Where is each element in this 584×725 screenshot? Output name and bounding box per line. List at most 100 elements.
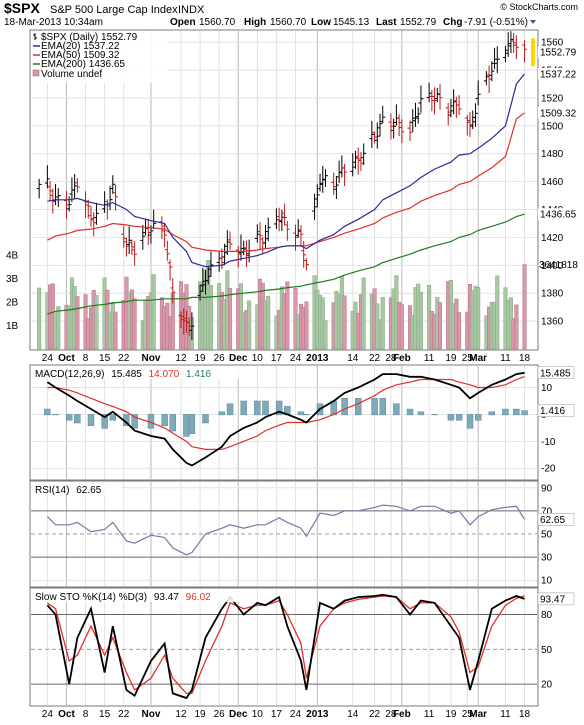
open-value: 1560.70 xyxy=(199,17,236,28)
price-bar xyxy=(451,89,457,115)
macd-tag-bg xyxy=(537,404,575,417)
date-label-bottom: 24 xyxy=(42,709,54,720)
price-bar xyxy=(159,216,165,240)
last-price-tag: 1552.79 xyxy=(540,48,577,59)
price-bar xyxy=(342,163,348,187)
macd-histogram-bar xyxy=(218,411,226,416)
volume-bar xyxy=(56,306,61,350)
price-bar xyxy=(483,71,489,86)
sto-d-line xyxy=(47,595,525,695)
date-label-top: 18 xyxy=(519,353,531,364)
volume-bar xyxy=(266,295,271,350)
chg-value: -7.91 (-0.51%) xyxy=(464,17,528,28)
volume-bar xyxy=(151,274,156,350)
price-bar xyxy=(126,226,132,255)
price-bar xyxy=(36,178,42,199)
ema50-tag: 1509.32 xyxy=(540,108,577,119)
price-bar xyxy=(186,317,192,336)
price-bar xyxy=(358,151,364,172)
date-label-top: Mar xyxy=(469,353,487,364)
date-label-bottom: Mar xyxy=(469,709,487,720)
price-bar xyxy=(448,98,454,118)
macd-hist: 1.416 xyxy=(186,369,211,380)
price-bar xyxy=(331,172,337,195)
price-bar xyxy=(222,243,228,266)
price-bar xyxy=(164,240,170,261)
legend-volume: Volume undef xyxy=(32,69,102,80)
price-bar xyxy=(508,31,514,54)
price-bar xyxy=(279,209,285,232)
date-label-top: 17 xyxy=(271,353,283,364)
macd-tick-label: -20 xyxy=(541,464,556,475)
volume-bars xyxy=(37,259,527,350)
macd-histogram-bar xyxy=(226,403,234,416)
chg-label: Chg xyxy=(443,17,462,28)
sto-tick-label: 20 xyxy=(541,680,553,691)
price-bar xyxy=(123,237,129,257)
sto-d: 96.02 xyxy=(186,592,211,603)
date-label-bottom: 8 xyxy=(83,709,89,720)
ema200-tag-bg xyxy=(538,208,578,221)
macd-histogram-bar xyxy=(371,398,378,416)
down-arrow-icon[interactable] xyxy=(530,20,536,24)
volume-tick-label: 2B xyxy=(6,298,19,309)
volume-bar xyxy=(522,264,527,350)
volume-bar xyxy=(75,296,80,350)
macd-histogram-bar xyxy=(513,408,520,416)
date-label-top: 19 xyxy=(194,353,206,364)
rsi-label: RSI(14) xyxy=(35,485,69,496)
ema200-tag: 1436.65 xyxy=(540,210,577,221)
rsi-value: 62.65 xyxy=(76,485,101,496)
date-label-top: 24 xyxy=(290,353,302,364)
macd-value: 15.485 xyxy=(111,369,142,380)
price-bar xyxy=(352,150,358,169)
price-bar xyxy=(372,131,378,144)
company-name: S&P 500 Large Cap Index xyxy=(50,4,178,16)
macd-histogram-bar xyxy=(379,398,386,416)
volume-bar xyxy=(438,302,443,350)
price-bar xyxy=(273,208,279,229)
price-bar xyxy=(208,251,214,277)
date-label-bottom: 15 xyxy=(99,709,111,720)
price-bar xyxy=(132,241,138,266)
volume-bar xyxy=(132,298,137,350)
volume-bar xyxy=(418,291,423,350)
price-bar xyxy=(475,80,481,106)
price-bar xyxy=(494,46,500,74)
date-label-top: 24 xyxy=(42,353,54,364)
macd-histogram-bar xyxy=(254,400,261,416)
price-bar xyxy=(350,153,356,177)
date-label-top: 11 xyxy=(500,353,511,364)
indicator-lines xyxy=(44,73,528,700)
macd-histogram-bar xyxy=(447,414,455,421)
legend-ema50-text: EMA(50) 1509.32 xyxy=(41,50,120,61)
rsi-tag-bg xyxy=(537,513,575,526)
price-tick-label: 1460 xyxy=(541,177,564,188)
price-bar xyxy=(336,160,342,183)
macd-histogram-bar xyxy=(502,408,509,416)
date-label-top: 26 xyxy=(214,353,226,364)
price-bar xyxy=(333,175,339,199)
date-label-top: 10 xyxy=(252,353,264,364)
price-bar xyxy=(314,184,320,208)
price-tick-label: 1360 xyxy=(541,317,564,328)
price-bar xyxy=(456,95,462,116)
macd-histogram-bar xyxy=(65,414,73,421)
price-tick-label: 1420 xyxy=(541,233,564,244)
price-bar xyxy=(93,202,99,225)
date-label-bottom: 19 xyxy=(445,709,457,720)
macd-histogram-bar xyxy=(431,414,438,416)
price-bar xyxy=(513,35,519,60)
price-bar xyxy=(91,212,97,237)
macd-histogram-bar xyxy=(169,414,176,432)
price-bar xyxy=(355,147,361,175)
legend-price: $SPX (Daily) 1552.79 xyxy=(33,32,138,43)
price-bar xyxy=(298,224,304,247)
price-bar xyxy=(502,45,508,63)
high-value: 1560.70 xyxy=(270,17,307,28)
volume-tick-label: 1B xyxy=(6,321,19,332)
sto-tag-bg xyxy=(537,592,575,606)
price-bar xyxy=(162,223,168,248)
rsi-line xyxy=(46,504,526,556)
